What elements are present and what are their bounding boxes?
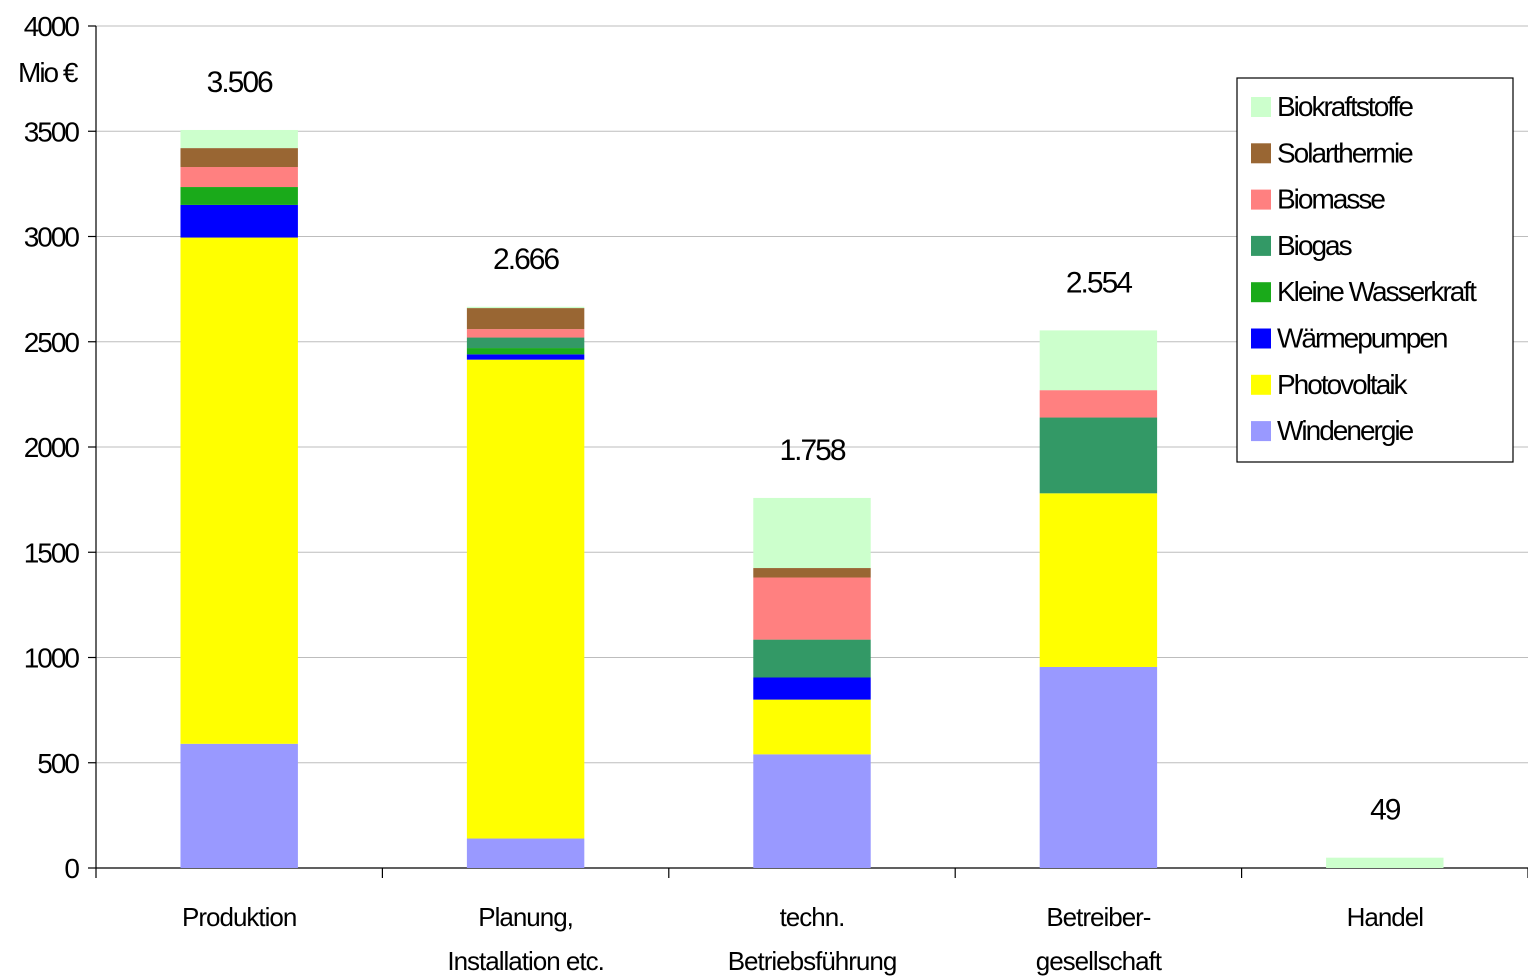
legend-swatch [1251, 143, 1271, 164]
x-category-label: Planung, Installation etc. [447, 902, 603, 976]
bar-segment [180, 167, 298, 188]
bar-segment [180, 129, 298, 149]
bar-segment [753, 568, 871, 578]
bar-total-label: 49 [1370, 794, 1401, 827]
bar-segment [1039, 330, 1158, 391]
bar-segment [753, 699, 871, 755]
y-tick-label: 3500 [24, 116, 80, 147]
legend-swatch [1251, 374, 1271, 395]
legend-swatch [1251, 235, 1271, 256]
bars [180, 129, 1444, 868]
legend-box [1236, 77, 1514, 463]
legend-label: Biomasse [1277, 184, 1385, 215]
y-axis-unit-label: Mio € [18, 57, 79, 88]
bar-segment [180, 204, 298, 238]
legend-swatch [1251, 328, 1271, 349]
bar-segment [466, 308, 585, 330]
x-category-labels: Produktion Planung, Installation etc. techn… [182, 902, 1424, 976]
x-category-label: Handel [1347, 902, 1424, 932]
x-category-label: Betreiber-gesellschaft [1036, 902, 1163, 976]
legend: Biokraftstoffe Solarthermie Biomasse Biogas… [1236, 77, 1514, 463]
bar-segment [466, 337, 585, 349]
y-tick-label: 500 [37, 748, 79, 779]
legend-label: Biogas [1277, 230, 1352, 261]
bar-total-label: 2.554 [1066, 266, 1132, 299]
bar-segment [753, 639, 871, 678]
legend-label: Wärmepumpen [1277, 323, 1447, 354]
bar-total-label: 1.758 [779, 434, 845, 467]
bar-segment [466, 348, 585, 355]
bar-segment [753, 677, 871, 700]
bar-segment [466, 838, 585, 868]
y-tick-labels: 0 500 1000 1500 2000 2500 3000 3500 4000 [24, 11, 82, 884]
y-tick-label: 4000 [24, 11, 80, 42]
y-tick-label: 1000 [24, 643, 80, 674]
bar-segment [466, 359, 585, 839]
legend-label: Windenergie [1277, 415, 1414, 446]
bar-segment [466, 306, 585, 309]
bar-segment [1039, 493, 1158, 667]
x-category-label: Produktion [182, 902, 296, 932]
bar-total-label: 2.666 [493, 243, 559, 276]
legend-swatch [1251, 189, 1271, 210]
bar-total-label: 3.506 [207, 66, 273, 99]
legend-label: Photovoltaik [1277, 369, 1409, 400]
y-tick-label: 2500 [24, 327, 80, 358]
bar-segment [1039, 390, 1158, 418]
legend-swatch [1251, 282, 1271, 303]
legend-label: Solarthermie [1277, 137, 1413, 168]
bar-segment [180, 148, 298, 168]
legend-label: Biokraftstoffe [1277, 91, 1413, 122]
bar-segment [753, 577, 871, 640]
bar-segment [180, 743, 298, 868]
x-category-label: techn. Betriebsführung [728, 902, 897, 976]
legend-label: Kleine Wasserkraft [1277, 276, 1477, 307]
bar-segment [753, 754, 871, 868]
y-tick-label: 1500 [24, 537, 80, 568]
bar-segment [1326, 857, 1444, 868]
bar-segment [180, 187, 298, 205]
y-tick-label: 2000 [24, 432, 80, 463]
bar-segment [1039, 666, 1158, 868]
bar-segment [466, 354, 585, 360]
bar-segment [180, 237, 298, 744]
bar-segment [466, 329, 585, 338]
y-tick-label: 3000 [24, 222, 80, 253]
y-tick-label: 0 [64, 853, 79, 884]
bar-segment [753, 497, 871, 569]
legend-swatch [1251, 97, 1271, 117]
legend-swatch [1251, 421, 1271, 442]
total-labels: 3.506 2.666 1.758 2.554 49 [207, 66, 1403, 827]
bar-segment [1039, 417, 1158, 494]
